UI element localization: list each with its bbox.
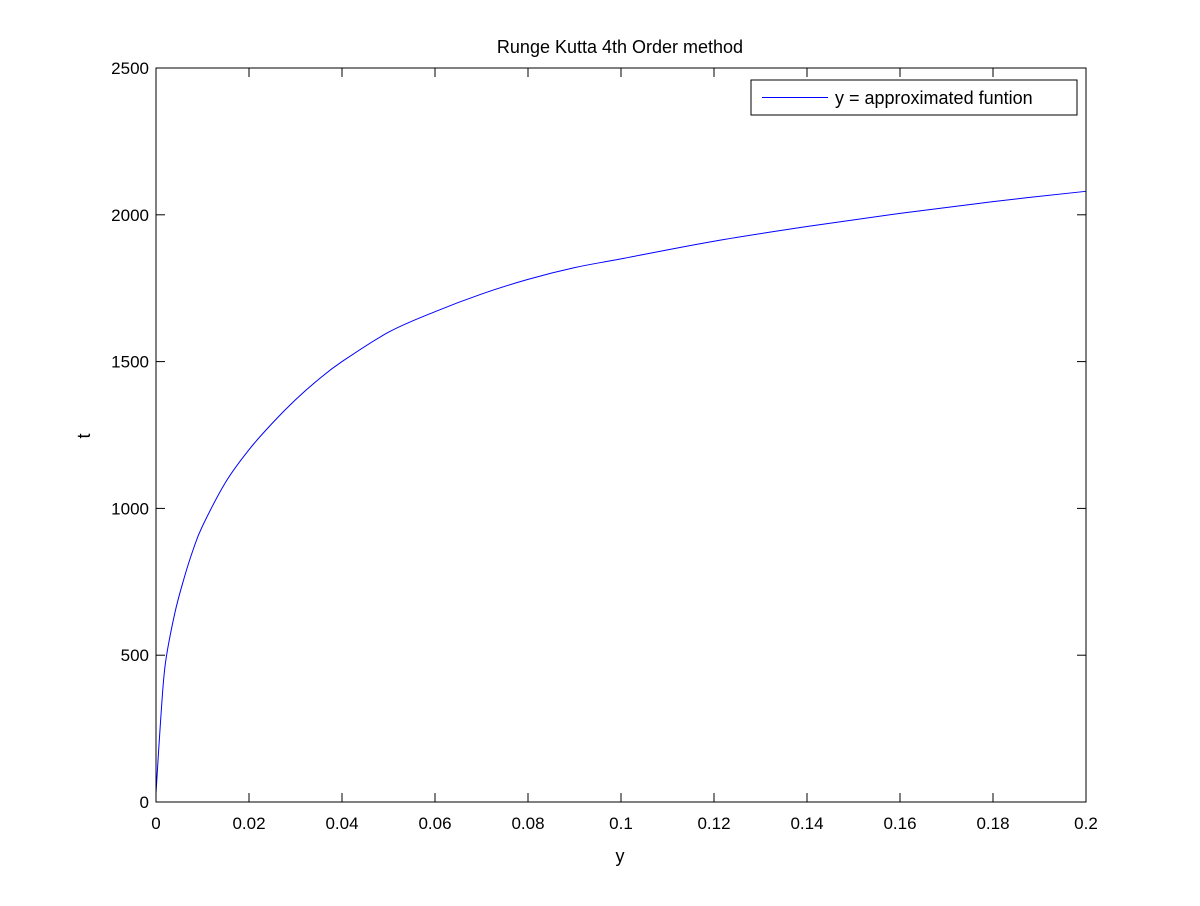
y-tick-label: 500 [121, 646, 149, 665]
x-tick-label: 0 [151, 814, 160, 833]
plot-background [156, 68, 1086, 802]
plot-frame [155, 67, 1087, 803]
x-axis-label: y [616, 846, 625, 866]
x-tick-label: 0.12 [697, 814, 730, 833]
x-tick-label: 0.06 [418, 814, 451, 833]
y-tick-label: 0 [140, 793, 149, 812]
series-layer [155, 190, 1087, 794]
y-axis-label: t [74, 433, 94, 438]
y-tick-label: 2000 [111, 206, 149, 225]
x-tick-label: 0.04 [325, 814, 358, 833]
x-tick-label: 0.14 [790, 814, 823, 833]
x-axis: 0 0.02 0.04 0.06 0.08 0.1 0.12 0.14 0.16 0.18 0.2 [151, 68, 1098, 833]
y-tick-label: 1000 [111, 499, 149, 518]
x-tick-label: 0.02 [232, 814, 265, 833]
x-tick-label: 0.2 [1074, 814, 1098, 833]
x-tick-label: 0.16 [883, 814, 916, 833]
x-tick-label: 0.1 [609, 814, 633, 833]
legend: y = approximated funtion [750, 79, 1078, 116]
y-axis: 0 500 1000 1500 2000 2500 [111, 59, 1086, 812]
legend-entry-label: y = approximated funtion [835, 88, 1033, 108]
y-tick-label: 2500 [111, 59, 149, 78]
x-tick-label: 0.08 [511, 814, 544, 833]
plot-area [156, 68, 1086, 802]
series-line [155, 190, 1087, 794]
chart-title: Runge Kutta 4th Order method [497, 37, 743, 57]
x-tick-label: 0.18 [976, 814, 1009, 833]
y-tick-label: 1500 [111, 353, 149, 372]
